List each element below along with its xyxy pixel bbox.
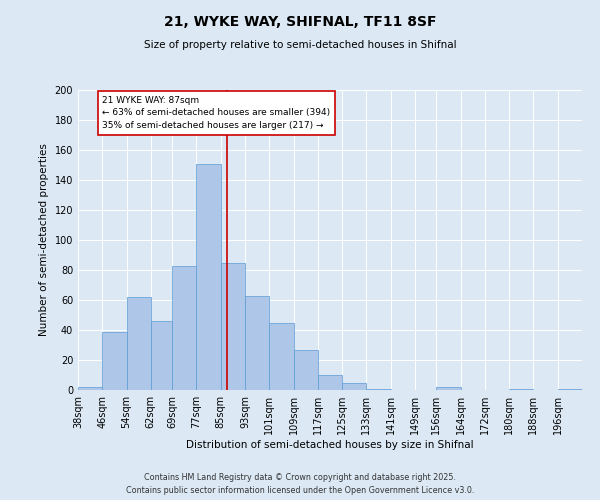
Bar <box>293 350 318 390</box>
Bar <box>102 332 127 390</box>
Text: Contains public sector information licensed under the Open Government Licence v3: Contains public sector information licen… <box>126 486 474 495</box>
Bar <box>221 262 245 390</box>
Text: 21 WYKE WAY: 87sqm
← 63% of semi-detached houses are smaller (394)
35% of semi-d: 21 WYKE WAY: 87sqm ← 63% of semi-detache… <box>102 96 331 130</box>
Bar <box>318 375 342 390</box>
Text: 21, WYKE WAY, SHIFNAL, TF11 8SF: 21, WYKE WAY, SHIFNAL, TF11 8SF <box>164 15 436 29</box>
Bar <box>127 297 151 390</box>
Bar <box>367 388 391 390</box>
Bar <box>342 382 367 390</box>
Bar <box>436 387 461 390</box>
Bar <box>78 387 102 390</box>
Bar <box>509 388 533 390</box>
Bar <box>151 321 172 390</box>
Bar <box>196 164 221 390</box>
Bar <box>172 266 196 390</box>
Y-axis label: Number of semi-detached properties: Number of semi-detached properties <box>39 144 49 336</box>
X-axis label: Distribution of semi-detached houses by size in Shifnal: Distribution of semi-detached houses by … <box>186 440 474 450</box>
Bar <box>269 322 293 390</box>
Text: Size of property relative to semi-detached houses in Shifnal: Size of property relative to semi-detach… <box>143 40 457 50</box>
Bar <box>558 388 582 390</box>
Bar <box>245 296 269 390</box>
Text: Contains HM Land Registry data © Crown copyright and database right 2025.: Contains HM Land Registry data © Crown c… <box>144 472 456 482</box>
